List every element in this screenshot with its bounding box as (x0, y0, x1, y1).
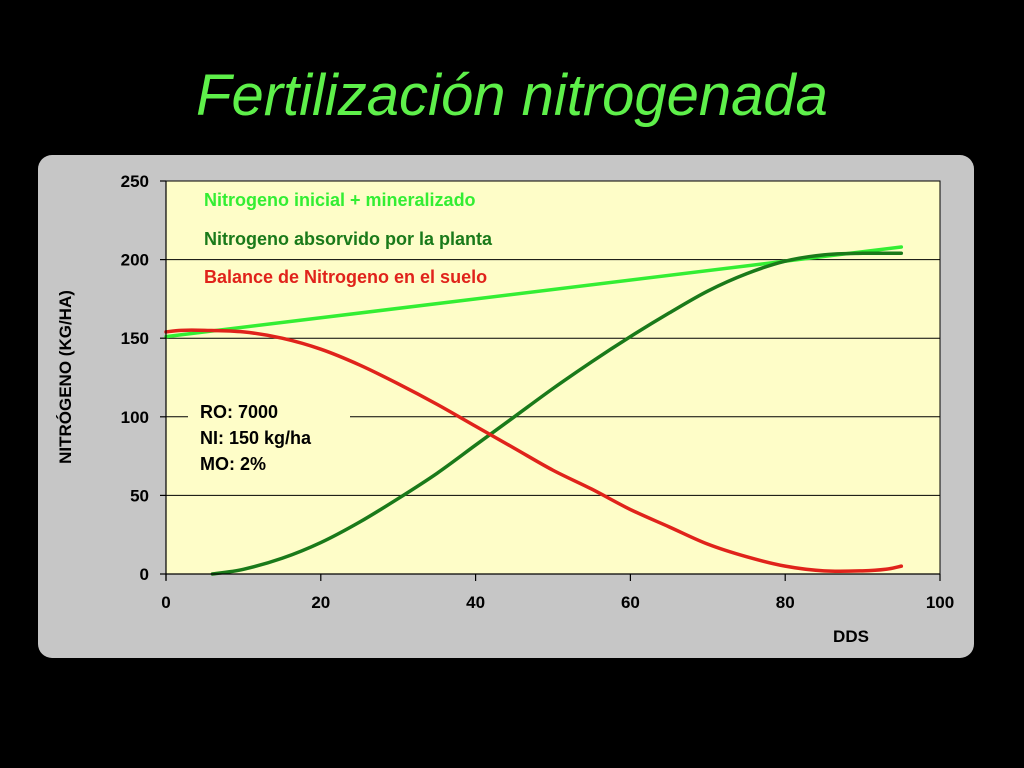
x-tick-label-0: 0 (161, 593, 170, 612)
y-axis-title: NITRÓGENO (KG/HA) (56, 290, 75, 464)
x-tick-label-20: 20 (311, 593, 330, 612)
legend-entry-initial: Nitrogeno inicial + mineralizado (204, 190, 476, 210)
x-tick-label-100: 100 (926, 593, 954, 612)
chart-panel: 0 50 100 150 200 250 0 20 40 60 80 100 NITRÓGENO (… (38, 155, 974, 658)
y-tick-label-50: 50 (130, 486, 149, 505)
series-line-3 (164, 328, 904, 574)
y-tick-label-200: 200 (121, 251, 149, 270)
line-chart: 0 50 100 150 200 250 0 20 40 60 80 100 NITRÓGENO (… (56, 172, 954, 646)
parameters-note-box (188, 393, 350, 481)
y-tick-label-250: 250 (121, 172, 149, 191)
legend-entry-absorbed: Nitrogeno absorvido por la planta (204, 229, 493, 249)
legend-entry-balance: Balance de Nitrogeno en el suelo (204, 267, 487, 287)
x-tick-label-40: 40 (466, 593, 485, 612)
x-tick-label-60: 60 (621, 593, 640, 612)
series-layer (164, 245, 904, 576)
axes (160, 180, 941, 581)
y-tick-labels: 0 50 100 150 200 250 (121, 172, 149, 584)
y-tick-label-100: 100 (121, 408, 149, 427)
series-line-2 (210, 251, 904, 576)
parameters-note: RO: 7000 NI: 150 kg/ha MO: 2% (188, 393, 350, 481)
x-tick-label-80: 80 (776, 593, 795, 612)
x-tick-labels: 0 20 40 60 80 100 (161, 593, 954, 612)
note-mo: MO: 2% (200, 454, 266, 474)
plot-area (165, 180, 941, 575)
slide-title: Fertilización nitrogenada (196, 63, 828, 128)
x-axis-title: DDS (833, 627, 869, 646)
y-tick-label-150: 150 (121, 329, 149, 348)
note-ro: RO: 7000 (200, 402, 278, 422)
legend: Nitrogeno inicial + mineralizado Nitroge… (204, 190, 493, 287)
y-tick-label-0: 0 (140, 565, 149, 584)
note-ni: NI: 150 kg/ha (200, 428, 312, 448)
